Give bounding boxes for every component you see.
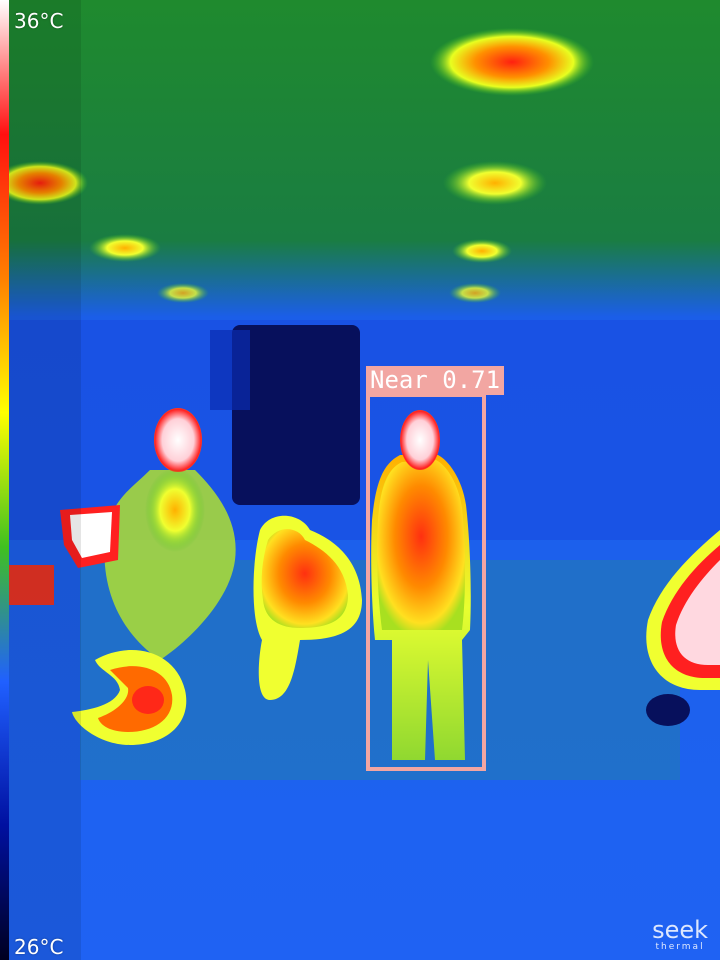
floor-lower — [0, 800, 720, 960]
person-left — [104, 408, 236, 660]
logo-sub-text: thermal — [655, 942, 705, 952]
logo-main-text: seek — [652, 916, 708, 944]
temperature-min-label: 26°C — [14, 935, 64, 959]
ceiling-light — [449, 283, 501, 303]
temperature-scale-bar — [0, 0, 9, 960]
ceiling-light — [157, 283, 209, 303]
person-middle — [253, 515, 362, 700]
hot-object-edge — [9, 565, 54, 605]
scale-shade — [9, 0, 81, 960]
detection-label: Near 0.71 — [366, 366, 505, 395]
temperature-max-label: 36°C — [14, 9, 64, 33]
hot-object-right — [646, 530, 720, 726]
person-near — [371, 410, 471, 760]
ceiling-light — [452, 239, 512, 263]
hot-object-left — [60, 505, 120, 568]
ceiling-light — [89, 234, 161, 262]
ceiling-light — [430, 28, 594, 96]
dark-doorway — [232, 325, 360, 505]
seek-thermal-logo: seek thermal — [652, 918, 708, 952]
doorway-shadow — [210, 330, 250, 410]
warm-object-lower-left — [72, 650, 187, 745]
detection-box — [366, 393, 486, 771]
ceiling-light — [0, 161, 88, 205]
ceiling-light — [443, 161, 547, 205]
